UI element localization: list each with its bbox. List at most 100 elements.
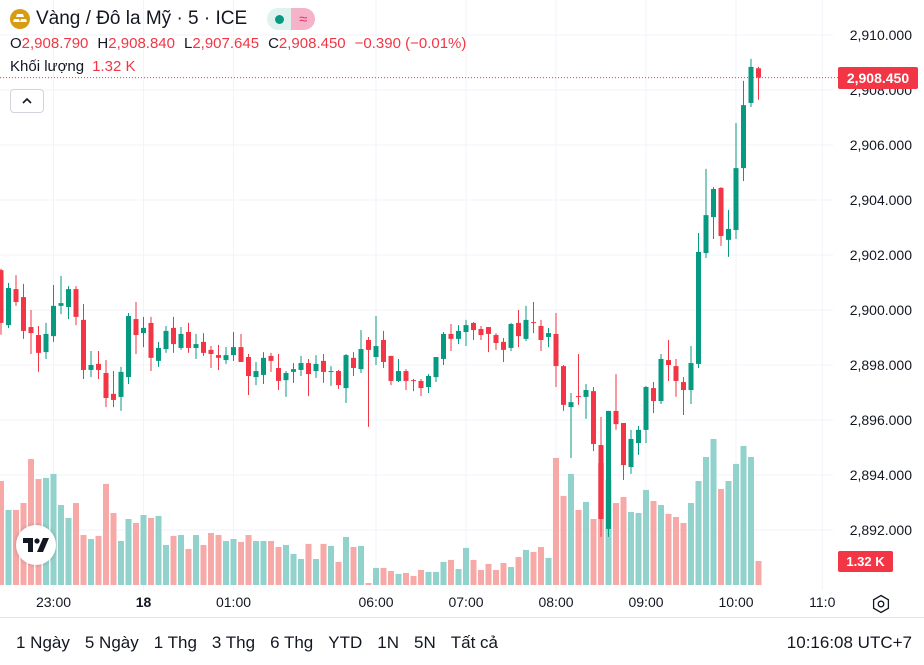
candle: [568, 393, 574, 458]
range-1-month[interactable]: 1 Thg: [153, 633, 197, 652]
candle-body: [711, 189, 716, 218]
candle: [501, 338, 506, 362]
candle-body: [486, 327, 491, 334]
candle: [718, 187, 724, 246]
candle-body: [703, 215, 709, 254]
candle: [328, 366, 334, 386]
volume-bar: [560, 495, 567, 585]
candle: [666, 339, 671, 381]
candle: [141, 316, 146, 348]
clock-timezone[interactable]: 10:16:08 UTC+7: [786, 633, 912, 652]
range-6-months[interactable]: 6 Thg: [270, 633, 314, 652]
candle: [516, 310, 521, 348]
candle-body: [178, 333, 184, 348]
volume-bar: [170, 535, 177, 585]
candle-body: [666, 360, 671, 365]
volume-bar: [650, 501, 657, 585]
candle-body: [21, 297, 26, 331]
volume-bar: [298, 559, 304, 585]
volume-bar: [5, 509, 12, 585]
candle-body: [433, 357, 439, 378]
candle-body: [51, 305, 56, 337]
status-pill[interactable]: ≈: [267, 8, 316, 30]
candle: [268, 352, 274, 372]
candle: [321, 354, 326, 383]
volume-bar: [80, 535, 87, 585]
volume-label[interactable]: Khối lượng: [10, 58, 85, 75]
candle-body: [321, 360, 326, 372]
candle: [583, 383, 589, 419]
volume-bar: [230, 539, 237, 585]
candle: [441, 332, 446, 365]
range-5-days[interactable]: 5 Ngày: [84, 633, 139, 652]
candle-body: [66, 289, 71, 307]
candle: [396, 358, 401, 383]
range-1-day[interactable]: 1 Ngày: [16, 633, 70, 652]
volume-bar: [748, 457, 754, 585]
symbol-title[interactable]: Vàng / Đô la Mỹ · 5 · ICE: [36, 8, 248, 29]
low-label: L: [183, 35, 193, 52]
candle: [448, 324, 454, 351]
price-tick-label: 2,902.000: [850, 247, 912, 263]
range-ytd[interactable]: YTD: [328, 633, 363, 652]
candle: [403, 369, 409, 391]
range-all[interactable]: Tất cả: [450, 633, 498, 652]
candle-body: [313, 363, 319, 372]
candle: [148, 316, 154, 372]
volume-bar: [260, 541, 267, 585]
volume-bar: [755, 561, 762, 585]
candle: [156, 341, 161, 367]
close-value: 2,908.450: [278, 35, 346, 52]
candle-body: [381, 339, 386, 362]
price-axis[interactable]: 2,910.0002,908.0002,906.0002,904.0002,90…: [850, 27, 912, 538]
candle: [643, 385, 649, 444]
volume-bar: [463, 547, 469, 585]
candle: [711, 187, 716, 240]
candle: [673, 358, 679, 397]
range-5-years[interactable]: 5N: [414, 633, 436, 652]
candle: [388, 355, 394, 386]
ohlc-values: O2,908.790 H2,908.840 L2,907.645 C2,908.…: [10, 35, 466, 52]
range-3-months[interactable]: 3 Thg: [211, 633, 256, 652]
candle: [463, 319, 469, 347]
candle: [96, 350, 101, 380]
candle-body: [538, 325, 544, 340]
candlestick-chart[interactable]: 2,910.0002,908.0002,906.0002,904.0002,90…: [0, 0, 924, 590]
candle: [636, 426, 641, 455]
volume-bar: [103, 483, 109, 585]
candle: [201, 333, 206, 356]
candle: [486, 327, 491, 353]
candle: [471, 322, 476, 340]
settings-icon[interactable]: [871, 594, 891, 614]
candle: [0, 268, 4, 335]
volume-bar: [305, 543, 312, 585]
range-1-year[interactable]: 1N: [377, 633, 399, 652]
volume-bar: [163, 545, 169, 585]
change-value: −0.390 (−0.01%): [354, 35, 467, 52]
volume-bar: [620, 497, 627, 585]
volume-bar: [508, 567, 514, 585]
candle-body: [523, 319, 529, 339]
candle-body: [501, 341, 506, 350]
tradingview-logo[interactable]: [16, 525, 56, 565]
volume-bar: [628, 511, 634, 585]
candle: [133, 302, 139, 354]
price-tick-label: 2,892.000: [850, 522, 912, 538]
candle-body: [696, 251, 701, 364]
candle-body: [336, 371, 341, 386]
collapse-legend-button[interactable]: [10, 89, 44, 113]
volume-bar: [350, 547, 357, 585]
time-tick-label: 01:00: [215, 594, 252, 610]
candle-body: [418, 380, 424, 389]
volume-bar: [538, 547, 544, 585]
volume-bar: [673, 517, 679, 585]
candle: [193, 333, 199, 359]
candle-body: [613, 410, 619, 425]
candle-body: [291, 369, 296, 372]
candle-body: [448, 333, 454, 339]
candle-body: [36, 335, 41, 353]
volume-bar: [695, 481, 702, 585]
candle: [13, 275, 19, 306]
volume-bar: [418, 569, 424, 585]
candle: [126, 313, 131, 384]
